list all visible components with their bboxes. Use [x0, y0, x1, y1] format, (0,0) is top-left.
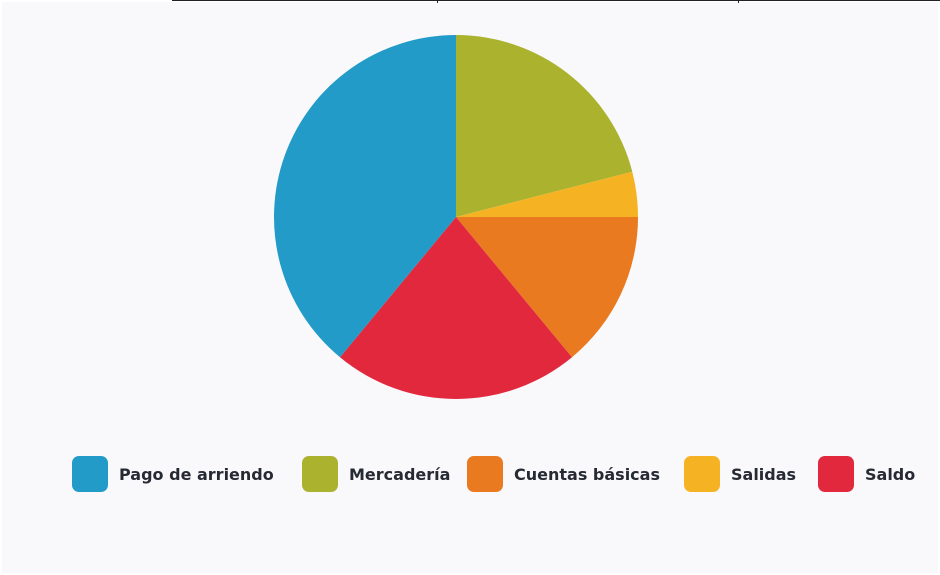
chart-legend: Pago de arriendo Mercadería Cuentas bási… — [0, 455, 940, 493]
legend-swatch — [818, 456, 854, 492]
pie-slice-mercaderia[interactable] — [456, 35, 633, 217]
top-border-tick — [738, 0, 739, 3]
pie-slice-salidas[interactable] — [456, 171, 638, 217]
legend-label: Pago de arriendo — [119, 464, 274, 484]
legend-item-salidas[interactable]: Salidas — [684, 455, 796, 493]
pie-slice-saldo[interactable] — [339, 217, 573, 399]
top-border-line — [172, 0, 940, 1]
legend-label: Salidas — [731, 464, 797, 484]
pie-slice-cuentas-basicas[interactable] — [456, 217, 638, 358]
legend-swatch — [684, 456, 720, 492]
legend-label: Cuentas básicas — [514, 464, 660, 484]
legend-label: Mercadería — [349, 464, 451, 484]
legend-item-cuentas-basicas[interactable]: Cuentas básicas — [467, 455, 660, 493]
legend-swatch — [72, 456, 108, 492]
legend-swatch — [302, 456, 338, 492]
legend-item-saldo[interactable]: Saldo — [818, 455, 915, 493]
legend-label: Saldo — [865, 464, 916, 484]
legend-swatch — [467, 456, 503, 492]
top-border-tick — [437, 0, 438, 3]
pie-chart — [274, 35, 638, 399]
legend-item-pago-de-arriendo[interactable]: Pago de arriendo — [72, 455, 274, 493]
legend-item-mercaderia[interactable]: Mercadería — [302, 455, 450, 493]
pie-slice-pago-de-arriendo[interactable] — [274, 35, 456, 358]
